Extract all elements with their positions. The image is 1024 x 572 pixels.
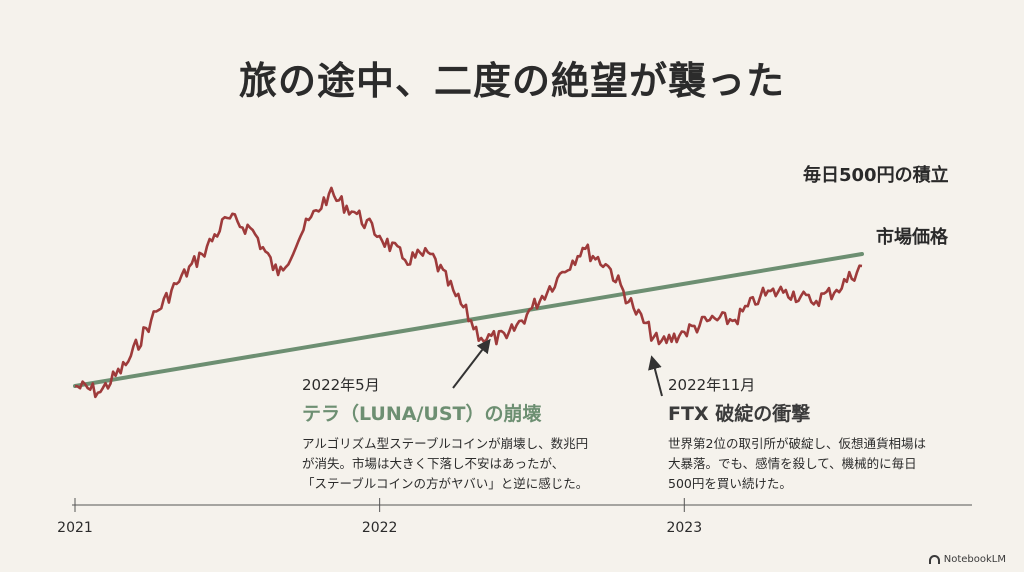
annotation-text: 世界第2位の取引所が破綻し、仮想通貨相場は 大暴落。でも、感情を殺して、機械的に… [668,436,926,491]
annotation-date: 2022年11月 [668,376,756,394]
annotation-terra: 2022年5月 テラ（LUNA/UST）の崩壊 アルゴリズム型ステーブルコインが… [302,374,588,494]
series-market-price-line [74,186,863,399]
annotation-date: 2022年5月 [302,376,380,394]
x-tick-label: 2021 [57,520,93,536]
annotation-heading: テラ（LUNA/UST）の崩壊 [302,403,542,425]
legend-market-price: 市場価格 [876,227,948,248]
annotation-arrow-terra [452,338,491,389]
x-tick-label: 2023 [666,520,702,536]
page-title: 旅の途中、二度の絶望が襲った [238,59,785,103]
x-tick-label: 2022 [362,520,398,536]
legend-accumulation: 毎日500円の積立 [803,165,949,186]
brand-logo: NotebookLM [928,554,1006,565]
annotation-ftx: 2022年11月 FTX 破綻の衝撃 世界第2位の取引所が破綻し、仮想通貨相場は… [668,374,926,494]
annotation-arrow-ftx [648,355,663,397]
brand-name: NotebookLM [943,554,1006,565]
annotation-heading: FTX 破綻の衝撃 [668,403,811,425]
notebooklm-icon [928,555,940,564]
annotation-text: アルゴリズム型ステーブルコインが崩壊し、数兆円 が消失。市場は大きく下落し不安は… [302,436,589,491]
